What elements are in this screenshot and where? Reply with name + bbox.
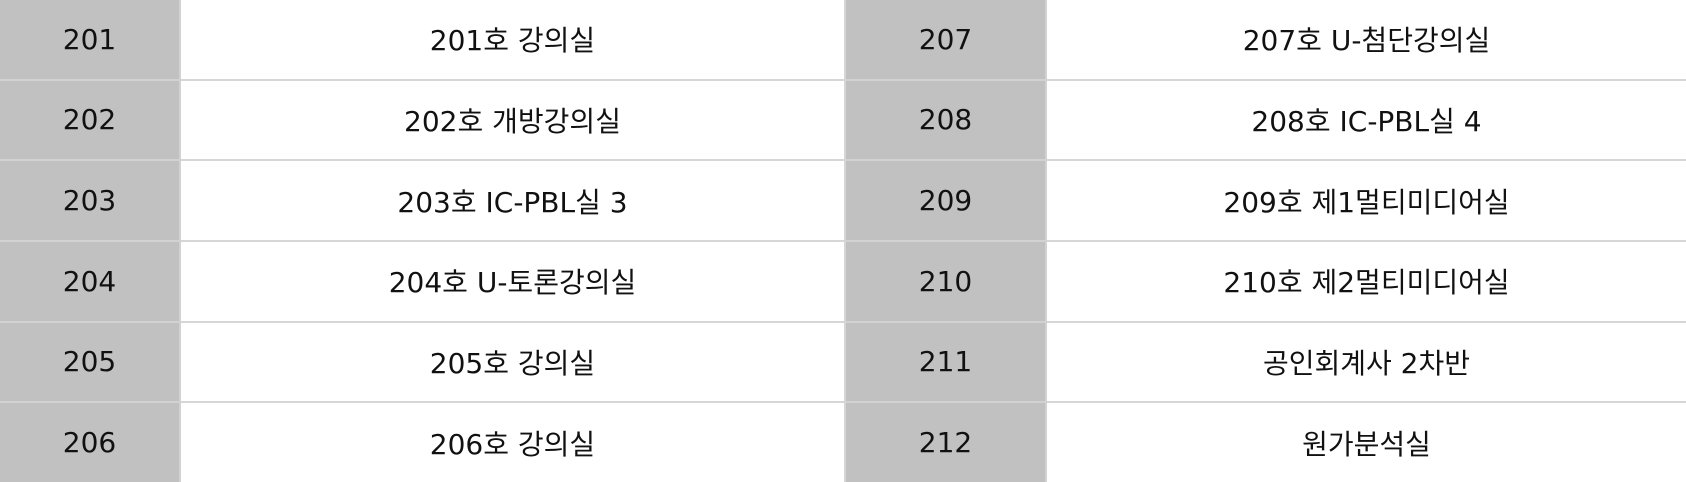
room-number-cell: 203	[0, 159, 181, 242]
table-row: 205 205호 강의실 211 공인회계사 2차반	[0, 320, 1686, 404]
room-name-cell: 210호 제2멀티미디어실	[1045, 239, 1686, 323]
room-number-cell: 207	[844, 0, 1047, 81]
room-number-cell: 210	[844, 239, 1047, 323]
room-name-cell: 209호 제1멀티미디어실	[1045, 159, 1686, 242]
room-number-cell: 208	[844, 78, 1047, 162]
room-name-cell: 원가분석실	[1045, 401, 1686, 482]
room-name-cell: 206호 강의실	[179, 401, 846, 482]
table-row: 206 206호 강의실 212 원가분석실	[0, 401, 1686, 482]
room-name-cell: 202호 개방강의실	[179, 78, 846, 162]
table-row: 202 202호 개방강의실 208 208호 IC-PBL실 4	[0, 78, 1686, 162]
table-row: 204 204호 U-토론강의실 210 210호 제2멀티미디어실	[0, 239, 1686, 323]
table-row: 201 201호 강의실 207 207호 U-첨단강의실	[0, 0, 1686, 81]
room-name-cell: 207호 U-첨단강의실	[1045, 0, 1686, 81]
room-name-cell: 201호 강의실	[179, 0, 846, 81]
room-name-cell: 205호 강의실	[179, 320, 846, 404]
table-row: 203 203호 IC-PBL실 3 209 209호 제1멀티미디어실	[0, 159, 1686, 242]
room-number-cell: 206	[0, 401, 181, 482]
room-number-cell: 212	[844, 401, 1047, 482]
room-number-cell: 209	[844, 159, 1047, 242]
room-number-cell: 205	[0, 320, 181, 404]
room-number-cell: 204	[0, 239, 181, 323]
room-name-cell: 208호 IC-PBL실 4	[1045, 78, 1686, 162]
room-name-cell: 공인회계사 2차반	[1045, 320, 1686, 404]
room-name-cell: 203호 IC-PBL실 3	[179, 159, 846, 242]
room-number-cell: 202	[0, 78, 181, 162]
room-number-cell: 201	[0, 0, 181, 81]
room-number-cell: 211	[844, 320, 1047, 404]
room-name-cell: 204호 U-토론강의실	[179, 239, 846, 323]
